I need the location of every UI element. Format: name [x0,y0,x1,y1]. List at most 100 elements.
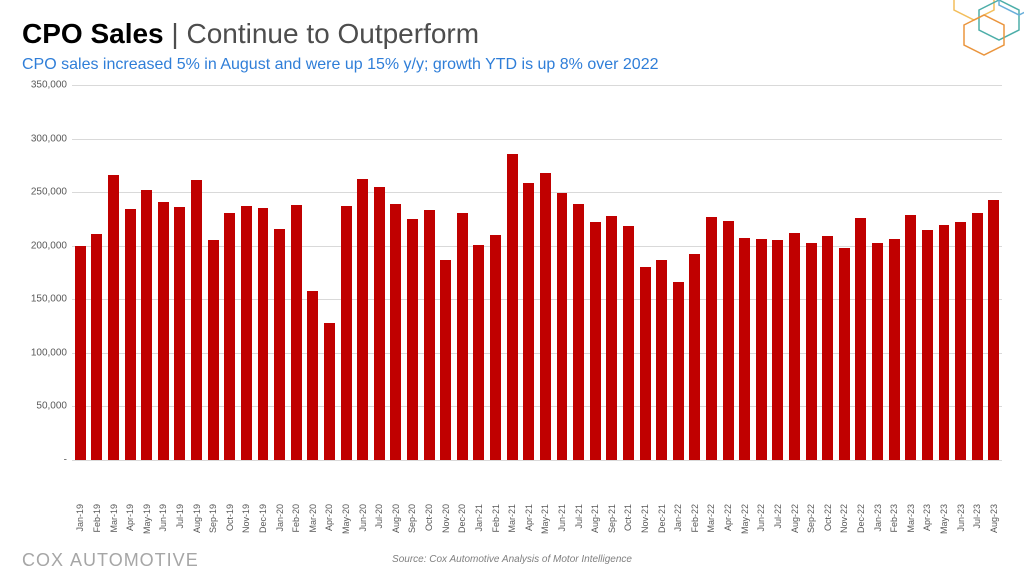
xtick-label: Jul-23 [972,504,982,529]
bar [407,219,418,460]
bar [855,218,866,460]
bar-slot [703,85,720,460]
xtick-label: Mar-19 [109,504,119,533]
title-main: CPO Sales [22,18,164,49]
bar-slot [554,85,571,460]
xtick-label: Jul-20 [374,504,384,529]
bar-slot [936,85,953,460]
bars-container [72,85,1002,460]
xlabel-slot: Aug-19 [188,460,205,510]
ytick-label: 200,000 [22,240,67,251]
bar-slot [952,85,969,460]
bar [922,230,933,460]
bar-slot [255,85,272,460]
slide-root: CPO Sales | Continue to Outperform CPO s… [0,0,1024,583]
plot-region [72,85,1002,460]
xtick-label: Apr-22 [723,504,733,531]
xlabel-slot: Mar-23 [902,460,919,510]
xtick-label: Sep-19 [208,504,218,533]
bar-slot [637,85,654,460]
xlabel-slot: Jul-23 [969,460,986,510]
xlabel-slot: Apr-23 [919,460,936,510]
xlabel-slot: Mar-22 [703,460,720,510]
xtick-label: Apr-19 [125,504,135,531]
bar [341,206,352,460]
bar [174,207,185,460]
bar-slot [720,85,737,460]
bar-slot [687,85,704,460]
xtick-label: Jun-22 [756,504,766,532]
bar [739,238,750,460]
ytick-label: 300,000 [22,133,67,144]
bar [108,175,119,460]
xtick-label: Jan-20 [275,504,285,532]
bar [889,239,900,460]
bar [75,246,86,460]
xtick-label: Jul-22 [773,504,783,529]
xtick-label: Aug-23 [989,504,999,533]
xtick-label: Dec-20 [457,504,467,533]
bar [972,213,983,461]
bar-slot [105,85,122,460]
xtick-label: Feb-22 [690,504,700,533]
logo-cox: COX [22,550,70,570]
xtick-label: Nov-20 [441,504,451,533]
bar-slot [288,85,305,460]
corner-hex-decoration [884,0,1024,70]
xlabel-slot: Dec-21 [653,460,670,510]
xtick-label: Jan-23 [873,504,883,532]
xlabel-slot: Jun-19 [155,460,172,510]
bar-slot [172,85,189,460]
xlabel-slot: May-19 [138,460,155,510]
xtick-label: Mar-21 [507,504,517,533]
bar [706,217,717,460]
xlabel-slot: Jul-19 [172,460,189,510]
bar [723,221,734,460]
ytick-label: 150,000 [22,294,67,305]
xlabel-slot: Nov-19 [238,460,255,510]
xtick-label: May-20 [341,504,351,534]
xtick-label: Aug-21 [590,504,600,533]
bar [656,260,667,460]
xlabel-slot: Jul-20 [371,460,388,510]
ytick-label: 350,000 [22,80,67,91]
bar [872,243,883,461]
xtick-label: Apr-20 [324,504,334,531]
chart-area: -50,000100,000150,000200,000250,000300,0… [22,85,1002,515]
bar-slot [421,85,438,460]
xlabel-slot: Jun-22 [753,460,770,510]
bar-slot [570,85,587,460]
bar [772,240,783,460]
bar-slot [770,85,787,460]
xtick-label: Feb-19 [92,504,102,533]
xtick-label: Jan-19 [75,504,85,532]
bar [756,239,767,460]
xtick-label: Oct-22 [823,504,833,531]
xtick-label: Sep-20 [407,504,417,533]
xlabel-slot: Mar-20 [305,460,322,510]
xtick-label: May-21 [540,504,550,534]
bar [988,200,999,460]
bar [324,323,335,460]
bar [623,226,634,460]
bar-slot [221,85,238,460]
bar [457,213,468,461]
xlabel-slot: May-21 [537,460,554,510]
bar-slot [454,85,471,460]
bar [839,248,850,460]
bar [291,205,302,460]
xlabel-slot: Jan-21 [471,460,488,510]
bar [91,234,102,460]
bar [141,190,152,460]
bar-slot [305,85,322,460]
bar-slot [836,85,853,460]
xlabel-slot: Oct-21 [620,460,637,510]
xlabel-slot: May-20 [338,460,355,510]
bar-slot [338,85,355,460]
xlabel-slot: Feb-19 [89,460,106,510]
xlabel-slot: Feb-22 [687,460,704,510]
bar-slot [736,85,753,460]
bar-slot [271,85,288,460]
bar [357,179,368,460]
xtick-label: Jan-21 [474,504,484,532]
